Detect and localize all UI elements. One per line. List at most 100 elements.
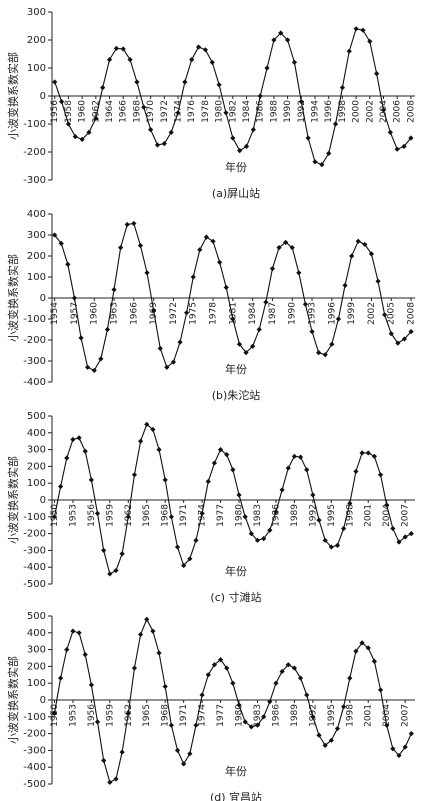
x-axis-label: 年份	[225, 362, 247, 376]
y-tick-label: 0	[40, 695, 46, 706]
data-point	[174, 747, 181, 753]
y-tick-label: 400	[27, 209, 46, 220]
x-axis-label: 年份	[225, 160, 247, 174]
data-point	[199, 510, 205, 517]
y-tick-label: 300	[27, 645, 46, 656]
data-point	[296, 270, 302, 276]
data-point	[276, 245, 282, 251]
data-point	[52, 232, 58, 238]
data-point	[184, 310, 190, 316]
data-point	[269, 266, 276, 272]
data-point	[162, 683, 168, 690]
data-point	[408, 329, 414, 335]
data-point	[156, 447, 162, 453]
y-tick-label: -400	[23, 562, 46, 573]
x-tick-label: 1956	[50, 100, 60, 123]
data-point	[402, 534, 408, 540]
y-tick-label: -300	[23, 356, 46, 367]
data-point	[197, 247, 203, 253]
data-point	[401, 143, 407, 149]
y-axis-label: 小波变换系数实部	[6, 52, 20, 140]
data-point	[304, 467, 310, 473]
data-point	[189, 57, 195, 63]
data-point	[217, 259, 223, 265]
data-point	[322, 352, 328, 358]
x-tick-label: 1987	[268, 302, 278, 325]
x-tick-label: 1998	[338, 100, 348, 123]
data-point	[353, 26, 359, 32]
x-tick-label: 2000	[352, 100, 362, 123]
data-point	[85, 364, 91, 370]
data-point	[394, 146, 400, 152]
data-point	[395, 340, 401, 346]
data-point	[94, 719, 101, 725]
data-point	[125, 514, 131, 520]
data-point	[137, 631, 144, 638]
data-point	[58, 240, 64, 246]
data-point	[150, 628, 156, 634]
data-point	[384, 502, 390, 508]
data-point	[104, 326, 111, 333]
data-point	[205, 672, 211, 678]
data-point	[131, 220, 137, 227]
data-point	[285, 465, 291, 471]
data-point	[210, 238, 216, 244]
data-point	[91, 367, 97, 374]
x-tick-label: 1954	[50, 302, 60, 325]
data-point	[346, 48, 352, 54]
data-point	[86, 129, 92, 135]
x-tick-label: 1989	[290, 504, 300, 527]
y-tick-label: 200	[27, 661, 46, 672]
data-point	[353, 648, 359, 654]
x-tick-label: 1998	[345, 704, 355, 727]
data-point	[111, 287, 117, 293]
data-point	[310, 714, 316, 720]
data-point	[326, 150, 332, 156]
data-point	[384, 722, 390, 728]
data-point	[217, 447, 224, 453]
data-point	[319, 162, 325, 168]
data-point	[261, 536, 267, 542]
data-point	[264, 65, 270, 71]
data-point	[101, 757, 107, 764]
x-tick-label: 1977	[216, 704, 226, 727]
x-tick-label: 2008	[407, 302, 417, 325]
data-point	[216, 82, 222, 88]
data-point	[65, 261, 71, 267]
x-tick-label: 1958	[64, 100, 74, 123]
data-point	[151, 308, 157, 314]
y-tick-label: 100	[27, 478, 46, 489]
data-point	[156, 650, 162, 656]
data-point	[182, 79, 188, 85]
x-tick-label: 2004	[382, 504, 392, 527]
x-tick-label: 1968	[161, 704, 171, 727]
y-tick-label: -100	[23, 712, 46, 723]
x-tick-label: 2001	[364, 504, 374, 527]
x-tick-label: 1962	[91, 100, 101, 123]
data-point	[362, 241, 368, 248]
data-point	[174, 544, 181, 550]
data-point	[113, 567, 119, 574]
data-point	[223, 284, 229, 291]
x-tick-label: 1996	[324, 100, 334, 123]
x-tick-label: 1990	[283, 100, 293, 123]
x-tick-label: 2004	[382, 704, 392, 727]
data-point	[168, 129, 174, 135]
x-tick-label: 1978	[209, 302, 219, 325]
data-point	[177, 339, 183, 345]
data-point	[162, 477, 168, 483]
data-point	[309, 329, 315, 335]
data-point	[365, 450, 371, 456]
x-tick-label: 1960	[78, 100, 88, 123]
data-point	[202, 47, 209, 53]
y-tick-label: -100	[23, 512, 46, 523]
data-point	[209, 59, 215, 65]
data-point	[154, 142, 161, 148]
x-tick-label: 1960	[90, 302, 100, 325]
data-point	[396, 752, 402, 759]
data-point	[374, 71, 380, 77]
data-point	[396, 539, 402, 545]
data-point	[107, 571, 113, 577]
data-point	[51, 710, 58, 717]
data-point	[82, 652, 88, 658]
